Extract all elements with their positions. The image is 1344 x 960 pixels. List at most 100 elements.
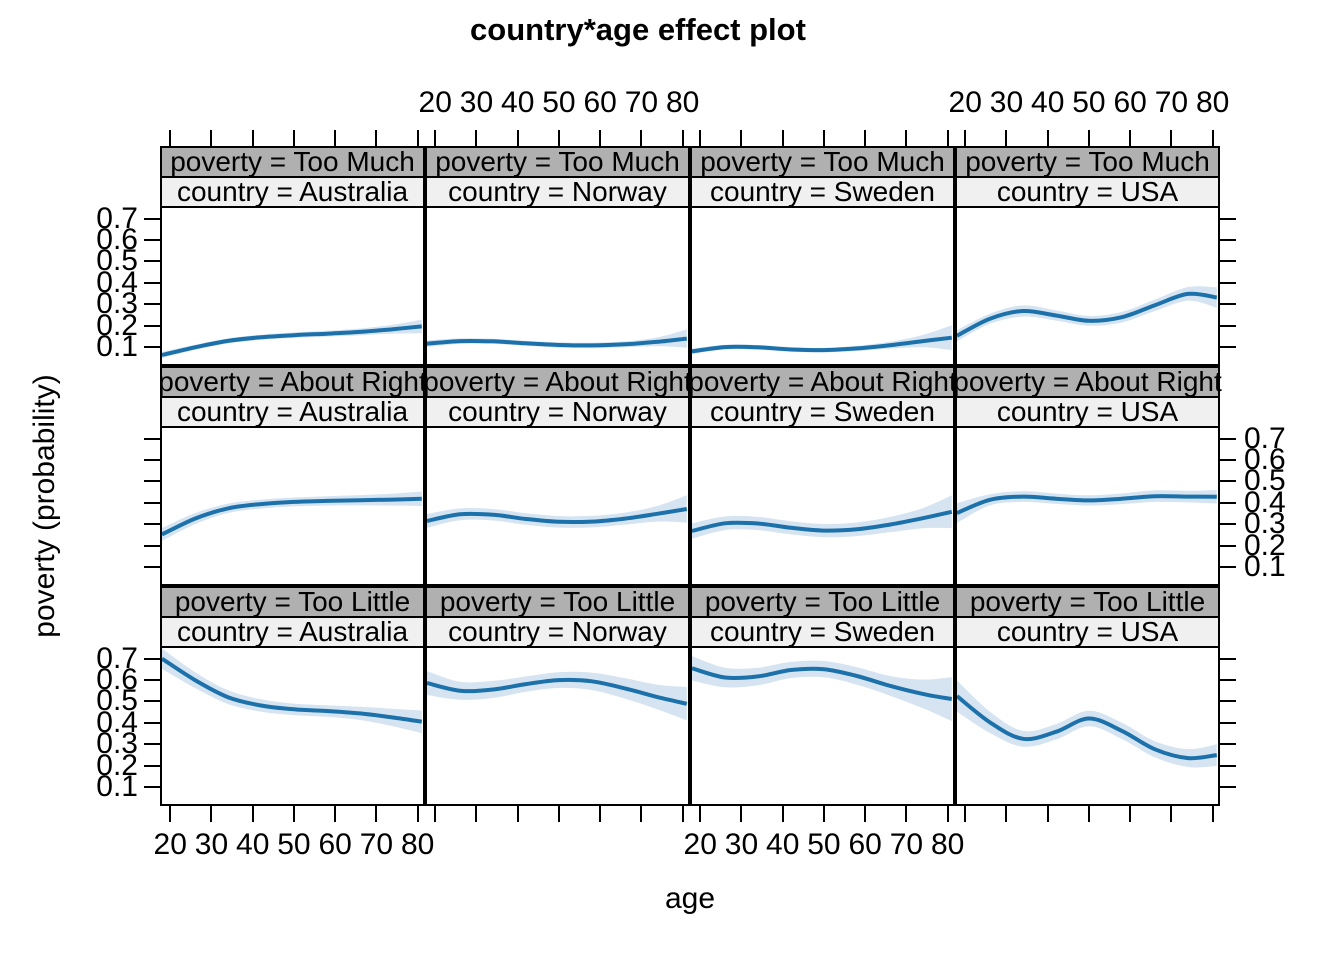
fit-line <box>957 291 1218 338</box>
panel-canvas <box>427 329 688 349</box>
y-tick-label-left: 0.1 <box>96 769 138 803</box>
confidence-band <box>162 319 422 358</box>
x-tick-label-top: 60 <box>1113 86 1147 119</box>
panel-canvas <box>957 490 1217 523</box>
y-axis-tick-left <box>144 657 160 660</box>
x-tick-label-bottom: 60 <box>318 828 352 861</box>
x-axis-tick-top <box>905 130 908 146</box>
panel-norway-about-right <box>425 426 690 586</box>
strip-poverty: poverty = About Right <box>158 366 427 398</box>
fit-line <box>957 694 1218 761</box>
x-axis-tick-bottom <box>640 806 643 822</box>
x-tick-label-bottom: 30 <box>724 828 759 861</box>
x-axis-tick-top <box>1211 130 1214 146</box>
y-axis-tick-left <box>144 721 160 724</box>
panel-australia-too-much <box>160 206 425 366</box>
strip-country: country = Australia <box>160 396 425 428</box>
strip-poverty: poverty = Too Little <box>425 586 690 618</box>
y-axis-tick-left <box>144 324 160 327</box>
y-axis-tick-right <box>1220 437 1236 440</box>
x-axis-tick-bottom <box>416 806 419 822</box>
strip-country-label: country = Sweden <box>710 396 935 427</box>
fit-line <box>427 507 688 525</box>
x-axis-tick-top <box>1046 130 1049 146</box>
confidence-band <box>162 648 422 734</box>
fit-line <box>957 494 1217 515</box>
strip-country: country = Norway <box>425 176 690 208</box>
y-axis-tick-right <box>1220 345 1236 348</box>
strip-poverty: poverty = Too Much <box>425 146 690 178</box>
y-tick-label-left: 0.2 <box>96 308 138 342</box>
y-axis-tick-left <box>144 743 160 746</box>
strip-country: country = Sweden <box>690 616 955 648</box>
y-axis-tick-right <box>1220 239 1236 242</box>
strip-country-label: country = Sweden <box>710 616 935 647</box>
y-axis-tick-left <box>144 217 160 220</box>
fit-line <box>692 666 953 702</box>
x-tick-label-top: 70 <box>624 86 659 119</box>
strip-poverty: poverty = Too Much <box>160 146 425 178</box>
strip-country-label: country = USA <box>996 616 1179 647</box>
strip-country-label: country = Australia <box>176 176 409 207</box>
panel-australia-too-little <box>160 646 425 806</box>
strip-country-label: country = Australia <box>176 396 409 427</box>
x-axis-tick-top <box>516 130 519 146</box>
x-axis-tick-bottom <box>1170 806 1173 822</box>
y-axis-tick-right <box>1220 217 1236 220</box>
y-tick-label-left: 0.6 <box>96 223 138 257</box>
y-tick-label-left: 0.3 <box>96 287 138 321</box>
y-axis-tick-left <box>144 459 160 462</box>
x-axis-tick-top <box>557 130 560 146</box>
fit-line <box>162 657 423 724</box>
strip-poverty-label: poverty = Too Little <box>439 586 676 617</box>
strip-country-label: country = USA <box>996 176 1179 207</box>
x-tick-label-bottom: 40 <box>766 828 800 861</box>
panel-australia-about-right <box>160 426 425 586</box>
strip-country: country = USA <box>955 396 1220 428</box>
y-axis-tick-right <box>1220 459 1236 462</box>
y-axis-tick-right <box>1220 501 1236 504</box>
y-axis-tick-right <box>1220 544 1236 547</box>
strip-country: country = Sweden <box>690 396 955 428</box>
y-tick-label-left: 0.5 <box>96 244 138 278</box>
y-axis-tick-left <box>144 239 160 242</box>
x-axis-tick-bottom <box>210 806 213 822</box>
x-axis-tick-top <box>699 130 702 146</box>
strip-poverty: poverty = Too Much <box>690 146 955 178</box>
y-axis-tick-left <box>144 260 160 263</box>
panel-canvas <box>427 671 688 721</box>
x-axis-tick-bottom <box>1087 806 1090 822</box>
x-axis-tick-top <box>169 130 172 146</box>
x-axis-tick-top <box>1129 130 1132 146</box>
y-axis-tick-left <box>144 437 160 440</box>
x-axis-tick-bottom <box>169 806 172 822</box>
strip-country-label: country = Sweden <box>710 176 935 207</box>
x-axis-tick-bottom <box>946 806 949 822</box>
strip-poverty-label: poverty = Too Much <box>435 146 680 177</box>
y-axis-tick-right <box>1220 324 1236 327</box>
y-axis-tick-left <box>144 764 160 767</box>
x-axis-tick-bottom <box>1129 806 1132 822</box>
x-axis-tick-bottom <box>516 806 519 822</box>
strip-poverty-label: poverty = Too Much <box>965 146 1210 177</box>
x-axis-tick-top <box>251 130 254 146</box>
confidence-band <box>692 656 952 722</box>
fit-line <box>692 509 953 533</box>
y-axis-tick-left <box>144 523 160 526</box>
strip-poverty-label: poverty = Too Little <box>174 586 411 617</box>
y-tick-label-right: 0.4 <box>1244 485 1286 519</box>
x-axis-label: age <box>664 882 716 915</box>
x-tick-label-top: 70 <box>1154 86 1189 119</box>
x-axis-tick-top <box>1005 130 1008 146</box>
y-axis-tick-right <box>1220 764 1236 767</box>
panel-canvas <box>427 495 688 528</box>
x-tick-label-top: 40 <box>501 86 535 119</box>
strip-country-label: country = Norway <box>448 396 667 427</box>
strip-poverty-label: poverty = Too Much <box>700 146 945 177</box>
x-axis-tick-top <box>375 130 378 146</box>
x-tick-label-top: 50 <box>542 86 576 119</box>
y-tick-label-left: 0.5 <box>96 684 138 718</box>
y-axis-tick-right <box>1220 700 1236 703</box>
x-axis-tick-bottom <box>599 806 602 822</box>
confidence-band <box>692 495 952 539</box>
